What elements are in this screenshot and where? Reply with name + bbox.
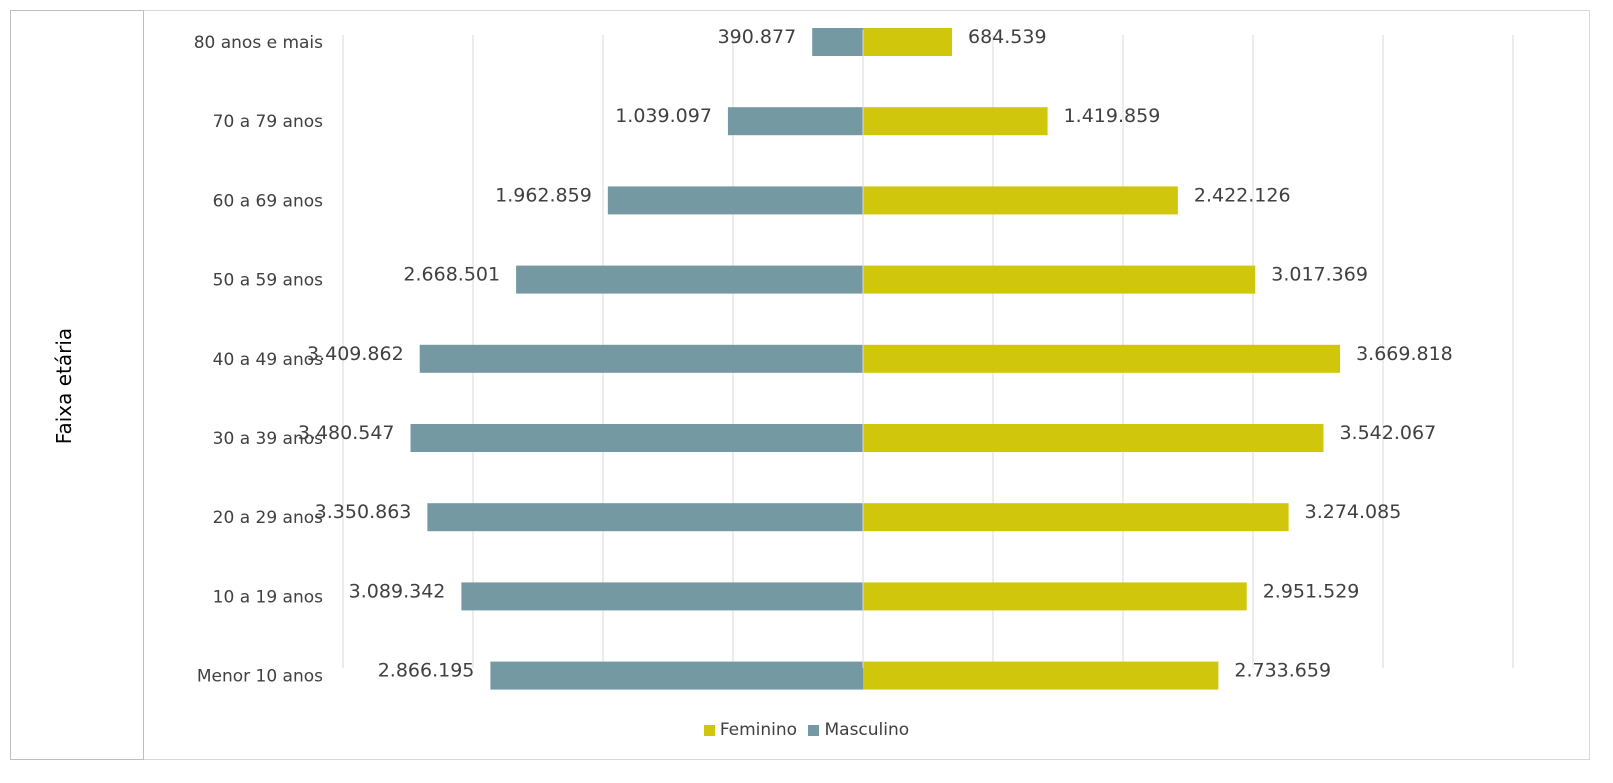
bar-masculino (410, 424, 863, 452)
bar-feminino (863, 265, 1256, 294)
legend-swatch-feminino (703, 724, 715, 736)
data-label-feminino: 2.951.529 (1263, 580, 1360, 602)
data-label-masculino: 3.350.863 (315, 501, 412, 523)
data-label-masculino: 3.089.342 (349, 580, 446, 602)
bar-feminino (863, 582, 1247, 611)
bar-feminino (863, 186, 1178, 215)
bar-masculino (461, 582, 863, 611)
category-label: 80 anos e mais (194, 33, 323, 53)
bar-masculino (727, 107, 863, 136)
bar-feminino (863, 344, 1341, 373)
category-label: 50 a 59 anos (213, 271, 323, 291)
data-label-feminino: 3.274.085 (1305, 501, 1402, 523)
bar-feminino (863, 107, 1048, 136)
bar-masculino (419, 344, 863, 373)
data-label-feminino: 2.733.659 (1234, 660, 1331, 682)
bar-feminino (863, 661, 1219, 690)
bar-masculino (427, 503, 863, 532)
bar-feminino (863, 503, 1289, 532)
legend-item-feminino: Feminino (703, 720, 798, 740)
category-label: 70 a 79 anos (213, 112, 323, 132)
bar-feminino (863, 28, 952, 56)
data-label-feminino: 3.669.818 (1356, 343, 1453, 365)
category-label: 40 a 49 anos (213, 350, 323, 370)
legend-swatch-masculino (808, 724, 820, 736)
data-label-feminino: 3.017.369 (1271, 264, 1368, 286)
category-label: 30 a 39 anos (213, 429, 323, 449)
bar-masculino (607, 186, 863, 215)
data-label-feminino: 3.542.067 (1339, 422, 1436, 444)
legend-label-feminino: Feminino (719, 720, 798, 740)
category-label: Menor 10 anos (197, 667, 323, 687)
data-label-masculino: 2.668.501 (403, 264, 500, 286)
data-label-masculino: 1.039.097 (615, 105, 712, 127)
data-label-masculino: 1.962.859 (495, 184, 592, 206)
legend-item-masculino: Masculino (808, 720, 909, 740)
category-label: 60 a 69 anos (213, 191, 323, 211)
legend: Feminino Masculino (0, 720, 1613, 741)
legend-label-masculino: Masculino (824, 720, 910, 740)
bar-masculino (490, 661, 863, 690)
data-label-masculino: 3.409.862 (307, 343, 404, 365)
data-label-masculino: 390.877 (718, 26, 797, 48)
data-label-feminino: 1.419.859 (1064, 105, 1161, 127)
bar-masculino (516, 265, 863, 294)
data-label-masculino: 2.866.195 (378, 660, 475, 682)
axis-title-box (10, 10, 144, 760)
category-label: 20 a 29 anos (213, 508, 323, 528)
bar-feminino (863, 424, 1324, 452)
data-label-feminino: 2.422.126 (1194, 184, 1291, 206)
data-label-feminino: 684.539 (968, 26, 1047, 48)
bar-masculino (812, 28, 863, 56)
category-label: 10 a 19 anos (213, 587, 323, 607)
data-label-masculino: 3.480.547 (298, 422, 395, 444)
